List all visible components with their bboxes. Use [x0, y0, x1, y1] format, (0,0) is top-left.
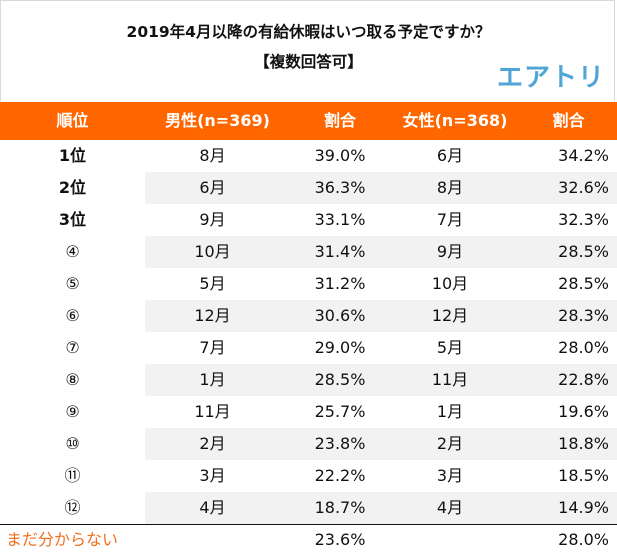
female-month-cell: 8月: [436, 178, 464, 197]
divider: [0, 524, 617, 525]
male-pct-cell: 22.2%: [314, 466, 366, 485]
male-month-cell: 2月: [199, 434, 226, 453]
airtrip-logo: エアトリ: [497, 63, 606, 93]
header-male-pct: 割合: [323, 111, 356, 130]
rank-cell: ⑤: [65, 274, 80, 293]
male-month-cell: 7月: [199, 338, 226, 357]
page-subtitle: 【複数回答可】: [254, 53, 363, 71]
header-male: 男性(n=369): [165, 111, 270, 130]
rank-cell: 3位: [58, 210, 87, 229]
table-row: ⑦ 7月 29.0% 5月 28.0%: [0, 332, 617, 364]
table-row: 3位 9月 33.1% 7月 32.3%: [0, 204, 617, 236]
female-month-cell: 6月: [436, 146, 464, 165]
female-month-cell: 5月: [436, 338, 464, 357]
female-month-cell: 12月: [431, 306, 469, 325]
unknown-female-pct: 28.0%: [558, 530, 609, 549]
male-pct-cell: 31.2%: [314, 274, 366, 293]
rank-cell: 1位: [58, 146, 87, 165]
female-month-cell: 2月: [436, 434, 464, 453]
unknown-male-pct: 23.6%: [314, 530, 366, 549]
male-month-cell: 6月: [199, 178, 226, 197]
female-month-cell: 1月: [436, 402, 464, 421]
header-female-pct: 割合: [552, 111, 585, 130]
male-pct-cell: 18.7%: [314, 498, 366, 517]
unknown-label: まだ分からない: [6, 530, 119, 549]
table-body: 1位 8月 39.0% 6月 34.2% 2位 6月 36.3% 8月 32.6% 3位 9月 33.1…: [0, 140, 617, 524]
female-month-cell: 4月: [436, 498, 464, 517]
female-pct-cell: 28.5%: [558, 242, 609, 261]
male-month-cell: 3月: [199, 466, 226, 485]
female-month-cell: 11月: [431, 370, 469, 389]
table-row: ⑧ 1月 28.5% 11月 22.8%: [0, 364, 617, 396]
male-month-cell: 8月: [199, 146, 226, 165]
row-background: [145, 236, 617, 268]
female-pct-cell: 28.0%: [558, 338, 609, 357]
female-pct-cell: 32.3%: [558, 210, 609, 229]
female-pct-cell: 18.5%: [558, 466, 609, 485]
female-pct-cell: 18.8%: [558, 434, 609, 453]
female-month-cell: 7月: [436, 210, 464, 229]
title-area: [0, 0, 615, 101]
row-background: [145, 172, 617, 204]
rank-cell: 2位: [58, 178, 87, 197]
table-row: ⑪ 3月 22.2% 3月 18.5%: [0, 460, 617, 492]
male-pct-cell: 29.0%: [314, 338, 366, 357]
male-pct-cell: 39.0%: [314, 146, 366, 165]
female-month-cell: 3月: [436, 466, 464, 485]
male-pct-cell: 33.1%: [314, 210, 366, 229]
female-pct-cell: 28.3%: [558, 306, 609, 325]
female-pct-cell: 22.8%: [558, 370, 609, 389]
rank-cell: ⑩: [65, 434, 80, 453]
male-pct-cell: 36.3%: [314, 178, 366, 197]
row-background: [145, 300, 617, 332]
table-row: ⑫ 4月 18.7% 4月 14.9%: [0, 492, 617, 524]
male-pct-cell: 31.4%: [314, 242, 366, 261]
table-row: 1位 8月 39.0% 6月 34.2%: [0, 140, 617, 172]
table-row: ⑥ 12月 30.6% 12月 28.3%: [0, 300, 617, 332]
row-background: [145, 492, 617, 524]
female-pct-cell: 32.6%: [558, 178, 609, 197]
header-female: 女性(n=368): [402, 111, 508, 130]
female-pct-cell: 34.2%: [558, 146, 609, 165]
female-month-cell: 9月: [436, 242, 464, 261]
rank-cell: ⑫: [64, 498, 81, 517]
rank-cell: ⑦: [65, 338, 80, 357]
table-row: 2位 6月 36.3% 8月 32.6%: [0, 172, 617, 204]
male-month-cell: 4月: [199, 498, 226, 517]
table-row: ④ 10月 31.4% 9月 28.5%: [0, 236, 617, 268]
male-pct-cell: 28.5%: [314, 370, 366, 389]
female-month-cell: 10月: [431, 274, 469, 293]
header-rank: 順位: [56, 111, 89, 130]
row-background: [145, 364, 617, 396]
table-header: 順位 男性(n=369) 割合 女性(n=368) 割合: [0, 102, 617, 140]
male-pct-cell: 25.7%: [314, 402, 366, 421]
table-footer-row: まだ分からない 23.6% 28.0%: [0, 525, 617, 557]
male-pct-cell: 30.6%: [314, 306, 366, 325]
male-month-cell: 11月: [194, 402, 231, 421]
male-month-cell: 5月: [199, 274, 226, 293]
male-pct-cell: 23.8%: [314, 434, 366, 453]
rank-cell: ⑧: [65, 370, 80, 389]
table-row: ⑩ 2月 23.8% 2月 18.8%: [0, 428, 617, 460]
female-pct-cell: 14.9%: [558, 498, 609, 517]
male-month-cell: 10月: [194, 242, 231, 261]
rank-cell: ⑪: [64, 466, 81, 485]
table-row: ⑨ 11月 25.7% 1月 19.6%: [0, 396, 617, 428]
male-month-cell: 12月: [194, 306, 231, 325]
rank-cell: ⑥: [65, 306, 80, 325]
row-background: [145, 428, 617, 460]
rank-cell: ⑨: [65, 402, 80, 421]
rank-cell: ④: [65, 242, 80, 261]
female-pct-cell: 19.6%: [558, 402, 609, 421]
male-month-cell: 9月: [199, 210, 226, 229]
page-title: 2019年4月以降の有給休暇はいつ取る予定ですか？: [126, 23, 491, 41]
female-pct-cell: 28.5%: [558, 274, 609, 293]
male-month-cell: 1月: [199, 370, 226, 389]
table-row: ⑤ 5月 31.2% 10月 28.5%: [0, 268, 617, 300]
